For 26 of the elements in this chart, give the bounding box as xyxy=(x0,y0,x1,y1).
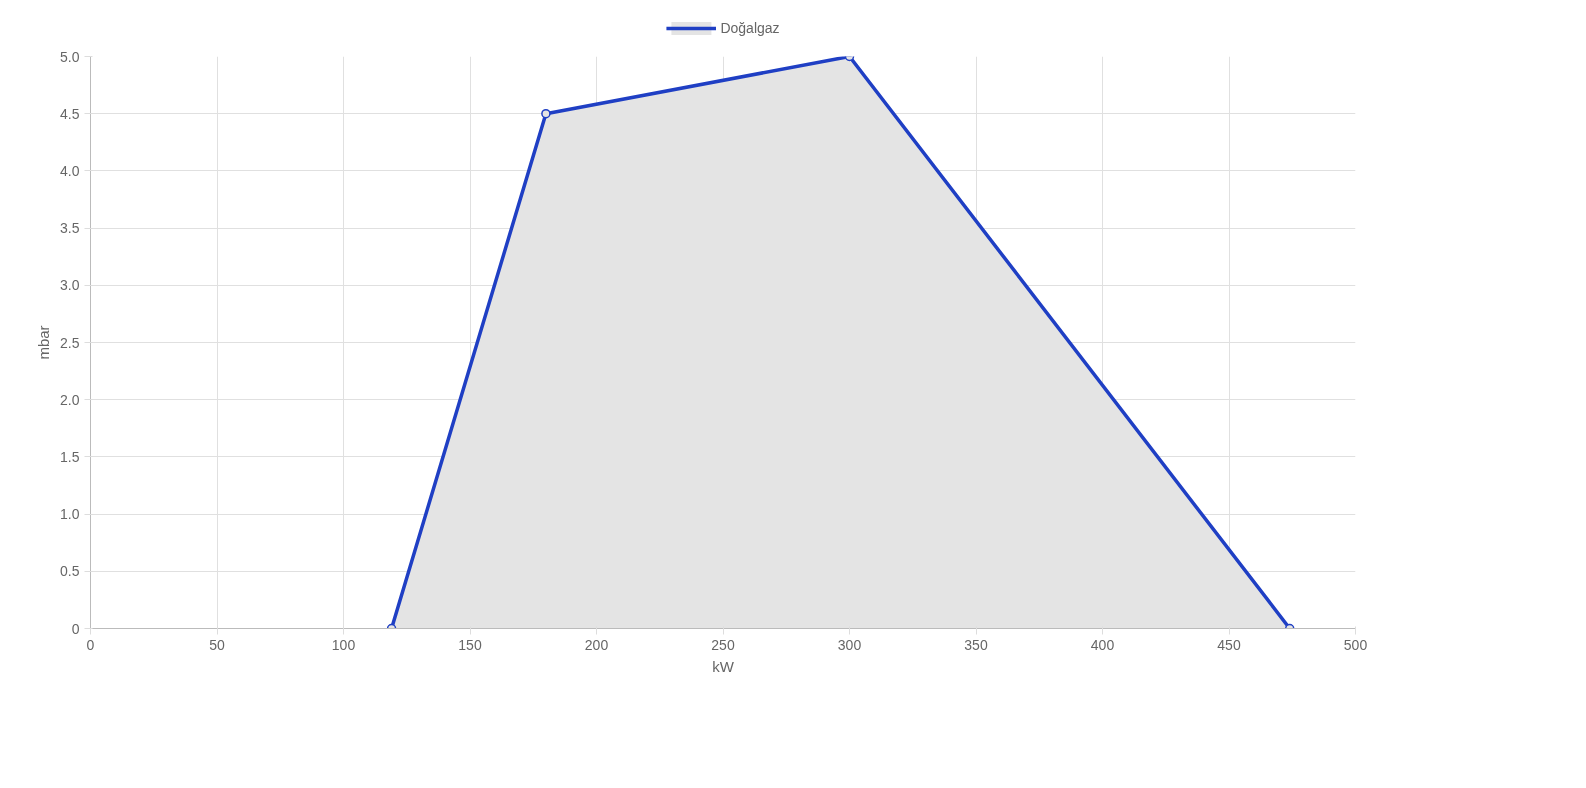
y-tick-label: 2.5 xyxy=(60,334,80,351)
x-tick-label: 50 xyxy=(209,636,225,653)
y-tick-label: 0.5 xyxy=(60,563,80,580)
y-tick-label: 5.0 xyxy=(60,48,80,65)
x-tick-label: 150 xyxy=(458,636,482,653)
x-tick-label: 500 xyxy=(1343,636,1368,653)
y-tick-label: 3.0 xyxy=(60,277,80,294)
y-tick-label: 0 xyxy=(71,620,80,637)
point xyxy=(541,108,551,119)
x-tick-label: 400 xyxy=(1090,636,1115,653)
y-tick-label: 3.5 xyxy=(60,220,80,237)
legend-label: Doğalgaz xyxy=(720,20,780,36)
x-tick-label: 450 xyxy=(1217,636,1241,653)
y-tick-label: 1.5 xyxy=(60,448,80,465)
x-axis-title: kW xyxy=(712,657,735,675)
y-tick-label: 1.0 xyxy=(60,506,80,523)
y-tick-label: 4.0 xyxy=(60,162,80,179)
x-tick-label: 0 xyxy=(86,636,95,653)
y-axis-title: mbar xyxy=(35,325,53,360)
x-tick-label: 250 xyxy=(711,636,735,653)
y-tick-label: 2.0 xyxy=(60,391,80,408)
x-tick-label: 350 xyxy=(964,636,988,653)
x-tick-label: 200 xyxy=(584,636,609,653)
y-tick-label: 4.5 xyxy=(60,105,80,122)
x-tick-label: 100 xyxy=(331,636,356,653)
x-tick-label: 300 xyxy=(837,636,862,653)
